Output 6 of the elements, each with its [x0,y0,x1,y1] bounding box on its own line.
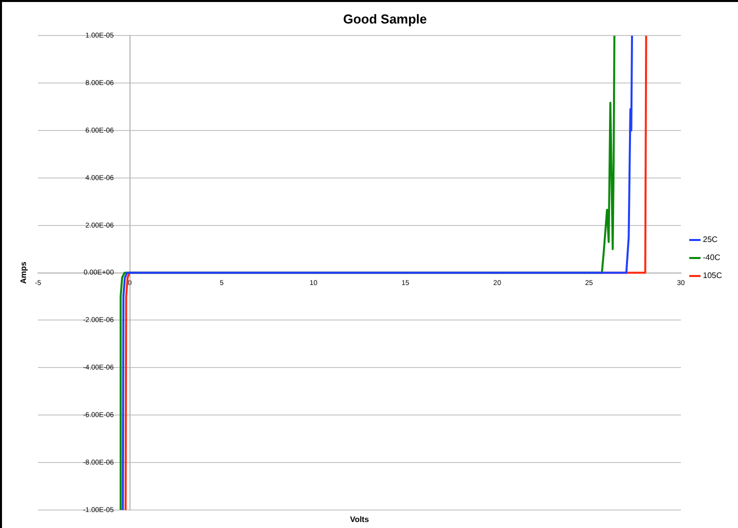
legend-label: -40C [702,253,720,262]
legend-label: 25C [702,235,718,244]
chart-title: Good Sample [343,11,427,26]
x-axis-title: Volts [350,515,370,524]
legend-label: 105C [702,271,722,280]
y-axis-title: Amps [19,261,28,284]
